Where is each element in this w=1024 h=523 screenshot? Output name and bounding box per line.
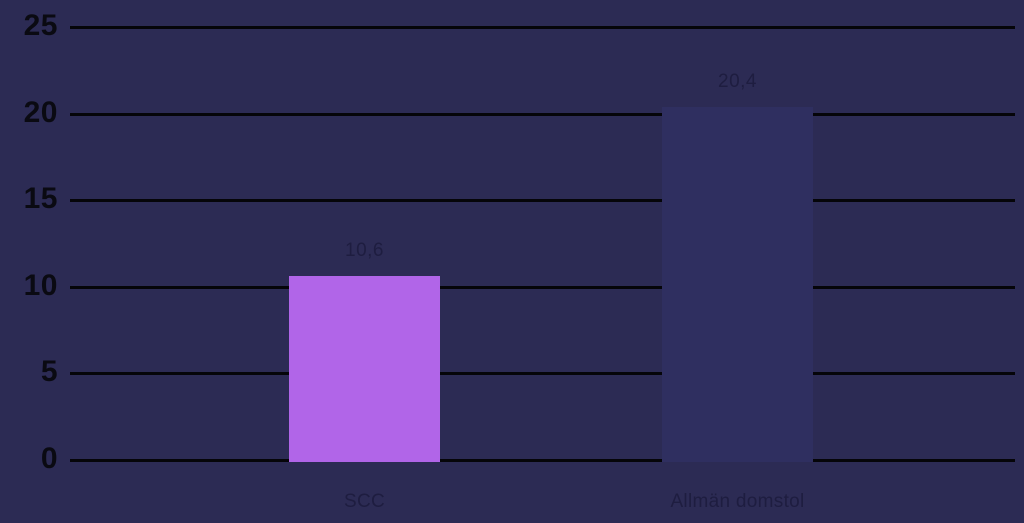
y-grid-line: [70, 285, 1015, 289]
y-grid-line: [70, 112, 1015, 116]
y-grid-line: [70, 459, 1015, 462]
y-grid-line: [70, 372, 1015, 376]
y-tick-label: 0: [40, 442, 58, 475]
x-category-label: SCC: [343, 491, 385, 512]
y-tick-label: 20: [23, 95, 58, 129]
y-tick-label: 15: [23, 182, 58, 216]
y-tick-label: 25: [23, 9, 58, 42]
y-grid-line: [70, 26, 1015, 29]
bar-scc: [289, 276, 440, 462]
x-category-label: Allmän domstol: [670, 491, 805, 512]
y-grid-line: [70, 199, 1015, 203]
bar-value-label: 20,4: [718, 70, 757, 92]
bar-allm-n-domstol: [662, 106, 813, 462]
y-tick-label: 10: [23, 268, 58, 302]
y-tick-label: 5: [40, 355, 58, 389]
bar-value-label: 10,6: [345, 240, 384, 262]
